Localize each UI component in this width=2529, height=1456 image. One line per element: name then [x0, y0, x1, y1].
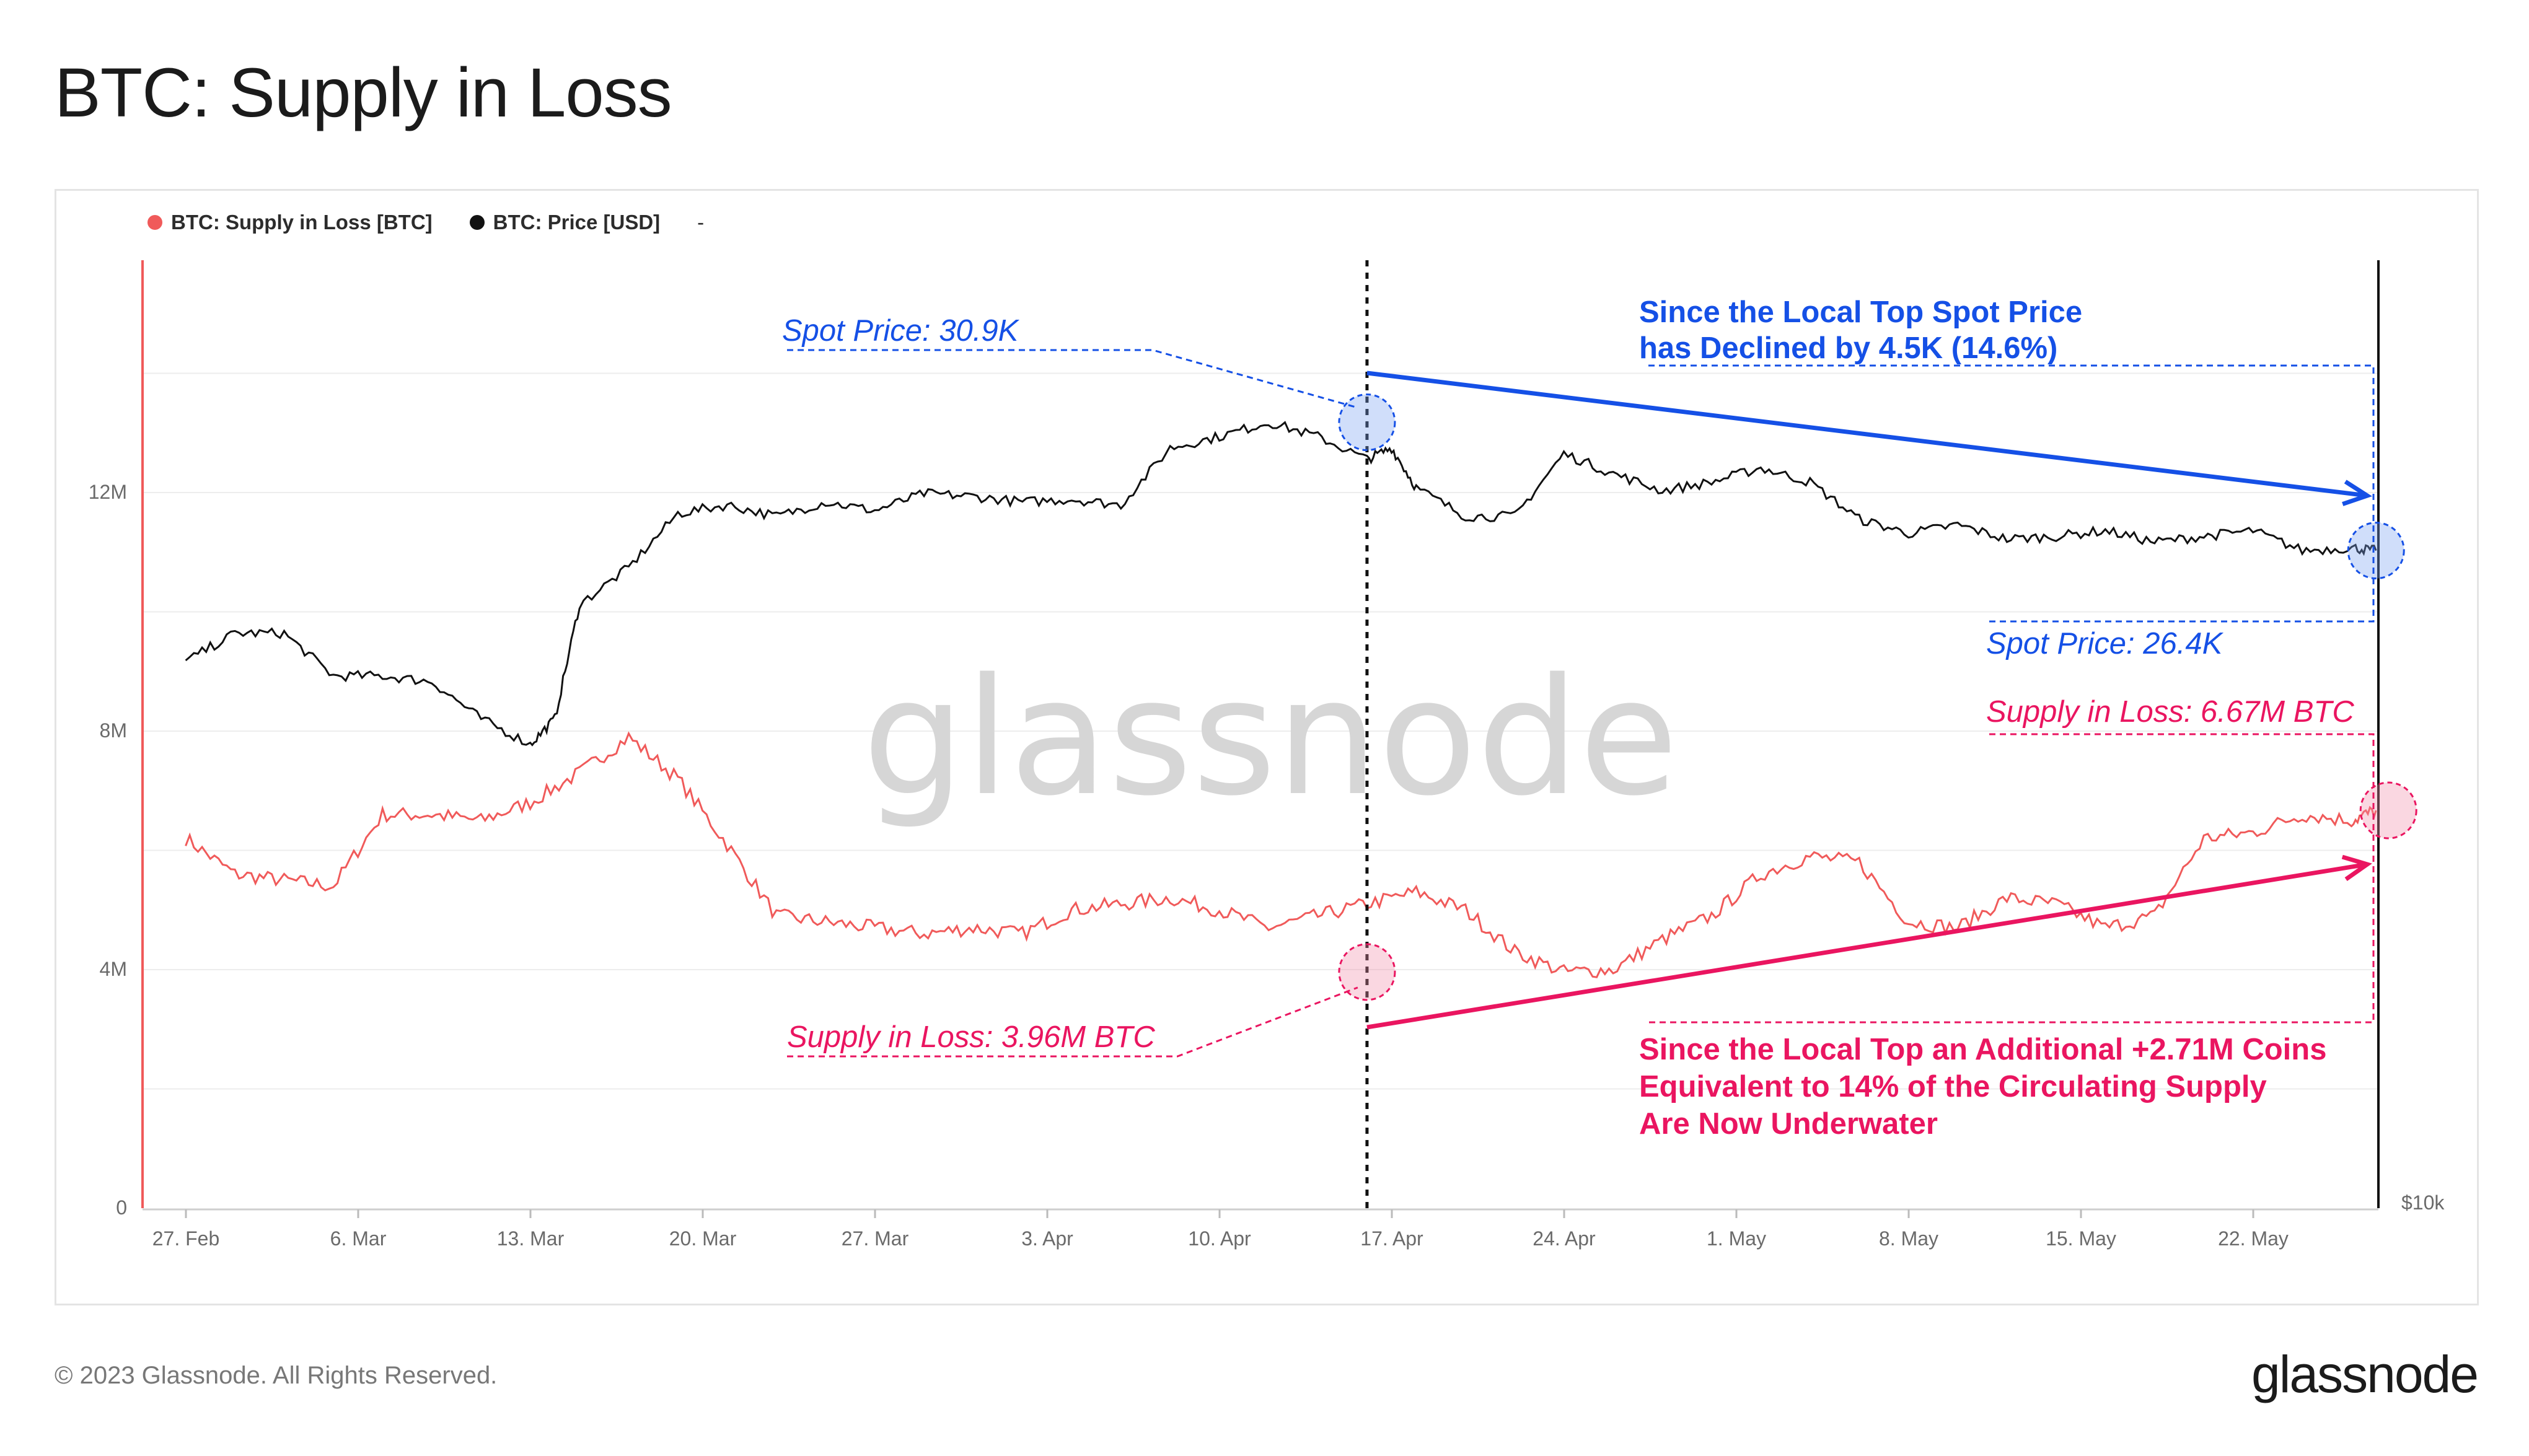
spot-now-label: Spot Price: 26.4K: [1986, 627, 2224, 660]
supply-top-label: Supply in Loss: 3.96M BTC: [787, 1020, 1155, 1054]
legend-label-price: BTC: Price [USD]: [493, 211, 661, 234]
supply-note-line: Since the Local Top an Additional +2.71M…: [1639, 1033, 2326, 1066]
y-tick-label: 8M: [100, 719, 127, 742]
supply-trend-arrow-head: [2341, 854, 2372, 881]
gridlines: [141, 260, 2380, 1211]
x-tick-label: 13. Mar: [497, 1227, 565, 1250]
spot-now-circle: [2347, 522, 2405, 580]
spot-top-leader: [787, 349, 1355, 408]
x-tick-label: 1. May: [1707, 1227, 1766, 1250]
y-tick-label: 4M: [100, 958, 127, 980]
legend-label-supply: BTC: Supply in Loss [BTC]: [171, 211, 433, 234]
supply-now-label: Supply in Loss: 6.67M BTC: [1986, 695, 2354, 729]
y-tick-label: 0: [116, 1196, 127, 1219]
x-tick-label: 8. May: [1879, 1227, 1938, 1250]
x-tick-label: 10. Apr: [1188, 1227, 1251, 1250]
supply-note-line: Are Now Underwater: [1639, 1107, 1938, 1141]
price-note-line: Since the Local Top Spot Price: [1639, 296, 2082, 329]
glassnode-logo[interactable]: glassnode: [2251, 1345, 2479, 1403]
x-tick-label: 20. Mar: [669, 1227, 737, 1250]
x-tick-label: 27. Mar: [842, 1227, 909, 1250]
legend-dot-supply: [147, 215, 162, 230]
supply-trend-arrow-shaft: [1366, 862, 2368, 1030]
series-lines: [185, 421, 2377, 978]
x-tick-label: 3. Apr: [1021, 1227, 1073, 1250]
x-tick-label: 6. Mar: [330, 1227, 387, 1250]
copyright-footer: © 2023 Glassnode. All Rights Reserved.: [55, 1362, 498, 1389]
x-tick-label: 15. May: [2046, 1227, 2116, 1250]
price-note-line: has Declined by 4.5K (14.6%): [1639, 331, 2057, 365]
legend-label-extra: -: [697, 211, 705, 234]
x-tick-label: 24. Apr: [1533, 1227, 1596, 1250]
spot-top-label: Spot Price: 30.9K: [782, 314, 1020, 348]
price-line: [185, 421, 2377, 747]
x-tick-label: 22. May: [2218, 1227, 2289, 1250]
legend-dot-price: [469, 215, 485, 230]
y-right-tick-label: $10k: [2401, 1191, 2445, 1214]
supply-note-line: Equivalent to 14% of the Circulating Sup…: [1639, 1070, 2267, 1103]
x-tick-label: 17. Apr: [1360, 1227, 1423, 1250]
chart-panel: [55, 189, 2479, 1305]
supply-in-loss-line: [185, 731, 2377, 978]
y-axis-ticks: 0 4M 8M 12M $10k: [89, 481, 2445, 1219]
annotations: Spot Price: 30.9K Spot Price: 26.4K Supply…: [782, 260, 2417, 1208]
legend-item-supply[interactable]: BTC: Supply in Loss [BTC]: [147, 211, 433, 234]
page-title: BTC: Supply in Loss: [55, 54, 672, 131]
supply-top-leader: [787, 986, 1358, 1058]
y-tick-label: 12M: [89, 481, 127, 503]
supply-top-circle: [1338, 943, 1396, 1001]
x-tick-label: 27. Feb: [152, 1227, 220, 1250]
x-axis-ticks: 27. Feb 6. Mar 13. Mar 20. Mar 27. Mar 3. Apr…: [152, 1209, 2289, 1250]
price-note-bracket: [1648, 364, 2375, 623]
price-trend-arrow-shaft: [1366, 371, 2368, 498]
legend-item-extra[interactable]: -: [697, 211, 704, 234]
watermark: glassnode: [863, 644, 1678, 831]
legend-item-price[interactable]: BTC: Price [USD]: [469, 211, 661, 234]
supply-now-circle: [2359, 781, 2417, 840]
spot-top-circle: [1338, 393, 1396, 452]
price-trend-arrow-head: [2342, 480, 2372, 506]
chart-legend: BTC: Supply in Loss [BTC] BTC: Price [US…: [147, 211, 741, 234]
supply-note-bracket: [1648, 733, 2375, 1024]
